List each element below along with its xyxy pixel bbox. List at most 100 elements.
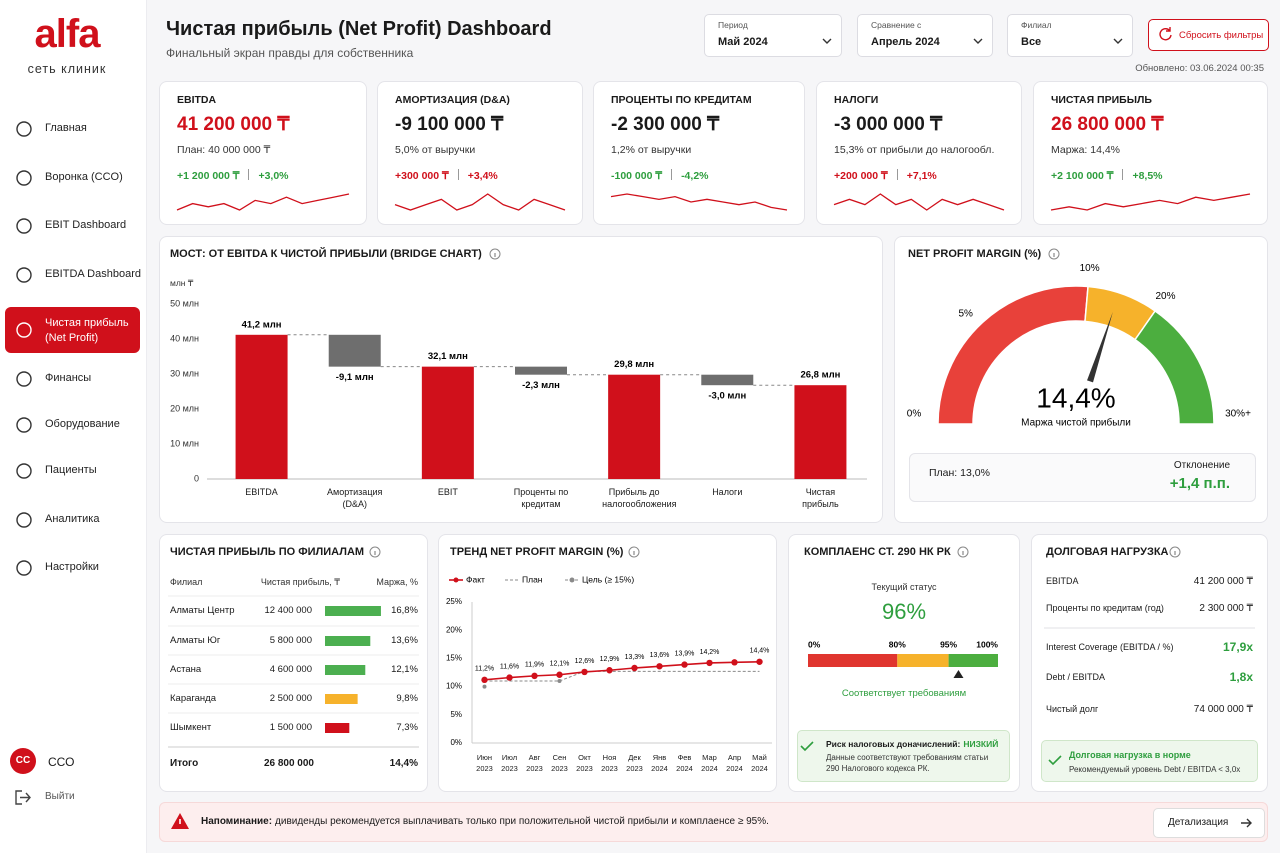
delta-separator [457,169,459,180]
filter-box[interactable] [857,14,993,57]
branch-profit: 5 800 000 [269,635,312,646]
risk-title: Риск налоговых доначислений: НИЗКИЙ [826,739,998,749]
reminder-label: Напоминание: [201,816,273,827]
debt-label: Чистый долг [1046,704,1099,714]
nav-item[interactable]: Воронка (CCO) [45,171,123,183]
branch-margin: 13,6% [391,635,418,646]
status-label: Текущий статус [871,582,937,592]
plan-box [909,453,1256,502]
x-tick-label: Июл 2023 [501,753,518,773]
kpi-note: 1,2% от выручки [611,144,692,156]
branch-margin: 12,1% [391,664,418,675]
logout[interactable]: Выйти [45,791,75,802]
branch-profit: 4 600 000 [269,664,312,675]
x-tick-label: Ноя 2023 [601,753,618,773]
branch-name: Алматы Центр [170,605,235,616]
delta-separator [248,169,250,180]
branch-margin: 16,8% [391,605,418,616]
x-tick-label: Окт 2023 [576,753,593,773]
card-title: ДОЛГОВАЯ НАГРУЗКА [1046,546,1169,558]
filter-box[interactable] [704,14,842,57]
debt-label: Interest Coverage (EBITDA / %) [1046,642,1174,652]
x-tick-label: Сен 2023 [551,753,568,773]
column-header: Филиал [170,577,203,587]
debt-value: 1,8x [1229,670,1253,684]
kpi-delta: +300 000 ₸ +3,4% [395,169,498,182]
kpi-delta: +200 000 ₸ +7,1% [834,169,937,182]
nav-item[interactable]: Настройки [45,561,99,573]
filter-label: Период [718,20,748,30]
kpi-title: ЧИСТАЯ ПРИБЫЛЬ [1051,94,1152,106]
filter-label: Филиал [1021,20,1052,30]
x-tick-label: EBIT [437,487,458,497]
x-tick-label: Апр 2024 [726,753,743,773]
filter-value: Все [1021,36,1042,48]
total-profit: 26 800 000 [263,758,314,769]
kpi-delta-abs: +1 200 000 ₸ [177,170,240,182]
nav-item[interactable]: Пациенты [45,464,97,476]
kpi-title: EBITDA [177,94,217,106]
risk-title-text: Риск налоговых доначислений: [826,739,961,749]
nav-item[interactable]: Аналитика [45,513,100,525]
kpi-note: План: 40 000 000 ₸ [177,144,271,156]
card-title: ТРЕНД NET PROFIT MARGIN (%) [450,546,624,558]
debt-value: 74 000 000 ₸ [1193,704,1253,715]
filter-value: Май 2024 [718,36,768,48]
nav-item[interactable]: Оборудование [45,418,120,430]
page-subtitle: Финальный экран правды для собственника [166,46,414,60]
user-avatar: СС [10,748,36,774]
debt-value: 17,9x [1222,640,1253,654]
debt-label: Проценты по кредитам (год) [1046,603,1164,613]
x-tick-label: Чистая прибыль [802,487,839,509]
filter-box[interactable] [1007,14,1133,57]
x-tick-label: Налоги [712,487,743,497]
x-tick-label: Май 2024 [751,753,768,773]
risk-text: Данные соответствуют требованиям статьи … [826,753,989,773]
branch-name: Шымкент [170,722,212,733]
kpi-value: -3 000 000 ₸ [834,114,943,135]
kpi-value: -9 100 000 ₸ [395,114,504,135]
kpi-delta-abs: -100 000 ₸ [611,170,663,182]
kpi-delta-pct: +7,1% [906,170,937,182]
kpi-value: -2 300 000 ₸ [611,114,720,135]
branch-name: Алматы Юг [170,635,221,646]
kpi-delta-pct: +3,0% [258,170,289,182]
kpi-note: 5,0% от выручки [395,144,476,156]
kpi-delta-abs: +300 000 ₸ [395,170,449,182]
debt-ok-text: Рекомендуемый уровень Debt / EBITDA < 3,… [1069,765,1241,774]
kpi-value: 26 800 000 ₸ [1051,114,1164,135]
details-label: Детализация [1168,817,1229,828]
x-tick-label: EBITDA [245,487,278,497]
branch-profit: 2 500 000 [269,693,312,704]
nav-item[interactable]: Чистая прибыль (Net Profit) [45,317,129,344]
debt-label: EBITDA [1046,576,1079,586]
column-header: Маржа, % [376,577,418,587]
kpi-delta-pct: -4,2% [681,170,709,182]
delta-separator [896,169,898,180]
branch-profit: 12 400 000 [264,605,312,616]
reminder-text: Напоминание: дивиденды рекомендуется выпл… [201,816,769,827]
debt-value: 2 300 000 ₸ [1199,603,1253,614]
status-value: 96% [881,599,927,624]
card-title: МОСТ: ОТ EBITDA К ЧИСТОЙ ПРИБЫЛИ (BRIDGE… [170,248,482,260]
risk-box [797,730,1010,782]
branch-name: Караганда [170,693,216,704]
plan-label: План: 13,0% [929,467,990,479]
x-tick-label: Амортизация (D&A) [327,487,383,509]
nav-item[interactable]: EBIT Dashboard [45,219,127,231]
nav-item[interactable]: EBITDA Dashboard [45,268,141,280]
column-header: Чистая прибыль, ₸ [260,577,340,587]
kpi-delta: +2 100 000 ₸ +8,5% [1051,169,1163,182]
updated: Обновлено: 03.06.2024 00:35 [1135,63,1264,74]
x-tick-label: Июн 2023 [476,753,493,773]
nav-item[interactable]: Главная [45,122,87,134]
kpi-title: ПРОЦЕНТЫ ПО КРЕДИТАМ [611,94,752,106]
risk-level: НИЗКИЙ [963,739,999,749]
reminder-bar [159,802,1268,842]
x-tick-label: Прибыль до налогообложения [602,487,677,509]
delta-separator [671,169,673,180]
kpi-delta: +1 200 000 ₸ +3,0% [177,169,289,182]
nav-item[interactable]: Финансы [45,372,92,384]
kpi-note: 15,3% от прибыли до налогообл. [834,144,995,156]
